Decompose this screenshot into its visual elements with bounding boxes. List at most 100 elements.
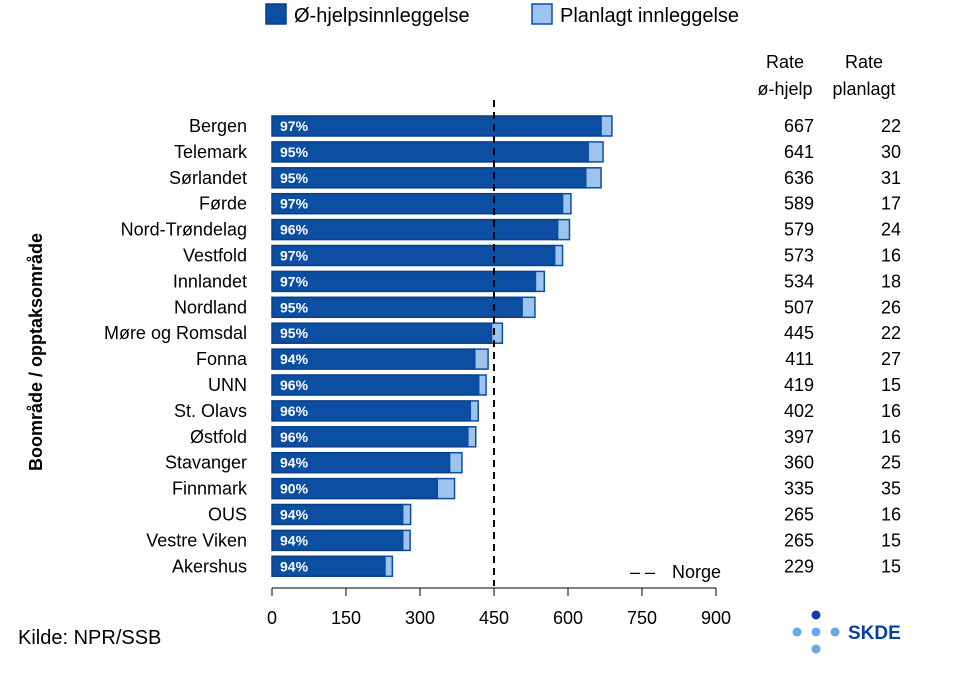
percent-label: 94% bbox=[280, 455, 309, 471]
bar-planned bbox=[553, 244, 564, 267]
category-label: Vestfold bbox=[183, 246, 247, 266]
x-axis: 0 150 300 450 600 750 900 bbox=[267, 587, 731, 628]
skde-logo: SKDE bbox=[792, 610, 901, 654]
category-label: Østfold bbox=[190, 427, 247, 447]
rate-emergency-cell: 573 bbox=[784, 246, 814, 266]
category-label: Møre og Romsdal bbox=[104, 323, 247, 343]
percent-label: 90% bbox=[280, 481, 309, 497]
bars-layer: 97% 95% 95% 97% 96% 97% 97% 95% 95% 94% 96% 96% 96% 9… bbox=[271, 115, 613, 578]
category-label: UNN bbox=[208, 375, 247, 395]
rate-planned-cell: 30 bbox=[881, 142, 901, 162]
bar-emergency bbox=[271, 192, 564, 215]
rate-table: 667 22 641 30 636 31 589 17 579 24 573 16 534 18 507 26… bbox=[784, 116, 901, 576]
category-label: Fonna bbox=[196, 349, 248, 369]
category-label: OUS bbox=[208, 505, 247, 525]
legend-swatch-planned bbox=[531, 3, 553, 25]
x-tick-label: 600 bbox=[553, 608, 583, 628]
category-label: Bergen bbox=[189, 116, 247, 136]
x-tick-label: 300 bbox=[405, 608, 435, 628]
percent-label: 97% bbox=[280, 248, 309, 264]
rate-emergency-cell: 411 bbox=[785, 349, 814, 369]
percent-label: 95% bbox=[280, 325, 309, 341]
bar-planned bbox=[401, 529, 411, 552]
reference-legend-dash: – – bbox=[630, 562, 655, 582]
rate-planned-cell: 18 bbox=[881, 271, 901, 291]
bar-planned bbox=[436, 477, 456, 500]
bar-planned bbox=[401, 503, 412, 526]
bar-planned bbox=[587, 141, 604, 163]
rate-emergency-cell: 397 bbox=[784, 427, 814, 447]
percent-label: 96% bbox=[280, 403, 309, 419]
logo-dot bbox=[811, 627, 821, 637]
logo-dot bbox=[792, 627, 802, 637]
percent-label: 94% bbox=[280, 532, 309, 548]
percent-label: 95% bbox=[280, 299, 309, 315]
bar-emergency bbox=[271, 218, 559, 241]
bar-planned bbox=[467, 426, 477, 448]
percent-label: 97% bbox=[280, 196, 309, 212]
bar-planned bbox=[384, 555, 394, 578]
rate-emergency-cell: 419 bbox=[784, 375, 814, 395]
rate-planned-cell: 27 bbox=[881, 349, 901, 369]
rate-emergency-cell: 667 bbox=[784, 116, 814, 136]
rate-planned-cell: 26 bbox=[881, 297, 901, 317]
category-label: Stavanger bbox=[165, 453, 247, 473]
percent-label: 97% bbox=[280, 273, 309, 289]
rate-emergency-cell: 507 bbox=[784, 297, 814, 317]
percent-label: 94% bbox=[280, 558, 309, 574]
category-label: St. Olavs bbox=[174, 401, 247, 421]
legend: Ø-hjelpsinnleggelse Planlagt innleggelse bbox=[265, 3, 739, 27]
header-planned-line1: Rate bbox=[845, 52, 883, 72]
percent-label: 94% bbox=[280, 351, 309, 367]
rate-planned-cell: 16 bbox=[881, 427, 901, 447]
header-emergency-line1: Rate bbox=[766, 52, 804, 72]
logo-dot bbox=[830, 627, 840, 637]
reference-legend-label: Norge bbox=[672, 562, 721, 582]
rate-planned-cell: 35 bbox=[881, 479, 901, 499]
rate-planned-cell: 15 bbox=[881, 556, 901, 576]
bar-planned bbox=[490, 322, 504, 344]
rate-planned-cell: 16 bbox=[881, 401, 901, 421]
rate-emergency-cell: 445 bbox=[784, 323, 814, 343]
rate-table-headers: Rate ø-hjelp Rate planlagt bbox=[757, 52, 895, 99]
bar-emergency bbox=[271, 296, 523, 319]
rate-emergency-cell: 265 bbox=[784, 530, 814, 550]
bar-planned bbox=[477, 374, 487, 396]
bar-emergency bbox=[271, 270, 537, 293]
logo-dot bbox=[811, 610, 821, 620]
percent-label: 96% bbox=[280, 222, 309, 238]
rate-planned-cell: 15 bbox=[881, 375, 901, 395]
x-tick-label: 450 bbox=[479, 608, 509, 628]
bar-planned bbox=[585, 167, 602, 189]
category-label: Nord-Trøndelag bbox=[121, 220, 247, 240]
header-planned-line2: planlagt bbox=[832, 79, 895, 99]
percent-label: 96% bbox=[280, 429, 309, 445]
legend-label-emergency: Ø-hjelpsinnleggelse bbox=[294, 5, 470, 27]
percent-label: 97% bbox=[280, 118, 309, 134]
bar-emergency bbox=[271, 244, 556, 267]
bar-planned bbox=[448, 451, 463, 474]
bar-emergency bbox=[271, 141, 589, 163]
rate-emergency-cell: 636 bbox=[784, 168, 814, 188]
rate-planned-cell: 16 bbox=[881, 505, 901, 525]
rate-emergency-cell: 265 bbox=[784, 505, 814, 525]
bar-emergency bbox=[271, 115, 602, 137]
category-label: Sørlandet bbox=[169, 168, 247, 188]
rate-emergency-cell: 534 bbox=[784, 271, 814, 291]
percent-label: 96% bbox=[280, 377, 309, 393]
bar-planned bbox=[556, 218, 571, 241]
category-label: Vestre Viken bbox=[146, 530, 247, 550]
x-tick-label: 900 bbox=[701, 608, 731, 628]
rate-emergency-cell: 229 bbox=[784, 556, 814, 576]
rate-planned-cell: 17 bbox=[881, 194, 901, 214]
bar-planned bbox=[561, 192, 572, 215]
percent-label: 94% bbox=[280, 507, 309, 523]
percent-label: 95% bbox=[280, 170, 309, 186]
bar-planned bbox=[474, 348, 489, 370]
rate-planned-cell: 15 bbox=[881, 530, 901, 550]
x-tick-label: 0 bbox=[267, 608, 277, 628]
x-tick-label: 150 bbox=[331, 608, 361, 628]
rate-emergency-cell: 402 bbox=[784, 401, 814, 421]
rate-emergency-cell: 335 bbox=[784, 479, 814, 499]
